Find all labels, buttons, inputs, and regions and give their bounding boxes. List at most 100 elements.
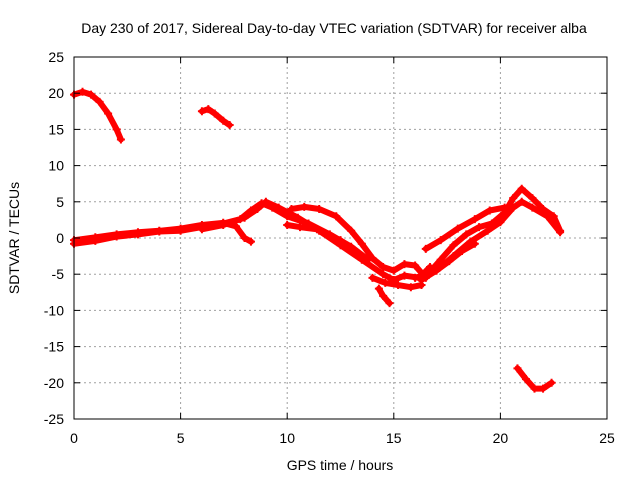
data-point [556,228,565,237]
data-point [95,97,104,106]
data-point [197,225,206,234]
data-point [379,270,388,279]
data-point [530,384,539,393]
data-point [509,203,518,212]
data-point [517,184,526,193]
data-point [436,255,445,264]
data-point [197,107,206,116]
data-point [462,230,471,239]
y-tick-label: 10 [48,158,64,174]
data-point [368,254,377,263]
data-point [112,125,121,134]
data-point [176,224,185,233]
data-point [421,244,430,253]
data-point [381,278,390,287]
data-point [453,224,462,233]
data-point [210,109,219,118]
data-point [517,197,526,206]
data-point [436,236,445,245]
data-point [483,226,492,235]
data-point [295,223,304,232]
data-point [485,206,494,215]
data-point [155,226,164,235]
data-point [470,215,479,224]
data-point [509,194,518,203]
data-point [394,281,403,290]
data-point [500,203,509,212]
data-point [313,225,322,234]
tick-marks [73,56,608,420]
data-point [496,218,505,227]
x-axis-label: GPS time / hours [287,457,394,473]
data-point [528,194,537,203]
data-point [374,284,383,293]
data-point [240,213,249,222]
data-series [70,87,565,393]
data-point [336,236,345,245]
y-tick-label: 15 [48,121,64,137]
data-point [385,299,394,308]
y-tick-label: 0 [56,230,64,246]
series-arc-10 [412,185,564,281]
data-point [133,228,142,237]
data-point [78,87,87,96]
data-point [368,273,377,282]
data-point [379,262,388,271]
data-point [528,203,537,212]
y-tick-label: 5 [56,194,64,210]
data-point [347,226,356,235]
y-tick-label: -5 [52,266,65,282]
series-arc-13 [433,240,478,274]
data-point [432,266,441,275]
data-point [475,223,484,232]
data-point [283,220,292,229]
data-point [539,384,548,393]
data-point [104,109,113,118]
data-point [445,257,454,266]
data-point [325,232,334,241]
x-tick-label: 25 [599,430,615,446]
x-tick-label: 5 [177,430,185,446]
data-point [300,202,309,211]
data-point [513,364,522,373]
data-point [261,197,270,206]
data-point [246,237,255,246]
data-point [253,205,262,214]
data-point [449,241,458,250]
y-axis-label: SDTVAR / TECUs [6,182,22,294]
data-point [225,121,234,130]
data-point [274,203,283,212]
data-point [458,247,467,256]
data-point [379,291,388,300]
y-tick-label: 25 [48,49,64,65]
data-point [389,266,398,275]
x-tick-label: 15 [386,430,402,446]
data-point [543,212,552,221]
x-tick-label: 20 [493,430,509,446]
data-point [332,212,341,221]
data-point [470,239,479,248]
data-point [87,90,96,99]
data-point [91,233,100,242]
y-tick-label: 20 [48,85,64,101]
data-point [406,283,415,292]
chart-title: Day 230 of 2017, Sidereal Day-to-day VTE… [81,20,587,36]
data-point [204,105,213,114]
y-tick-label: -15 [44,339,64,355]
data-point [400,271,409,280]
data-point [315,205,324,214]
y-tick-label: -25 [44,411,64,427]
data-point [293,213,302,222]
data-point [116,135,125,144]
data-point [417,275,426,284]
data-point [521,375,530,384]
data-point [357,239,366,248]
y-tick-label: -10 [44,302,64,318]
data-point [411,273,420,282]
y-tick-label: -20 [44,375,64,391]
data-point [112,230,121,239]
data-point [219,116,228,125]
x-tick-label: 10 [279,430,295,446]
x-tick-label: 0 [70,430,78,446]
